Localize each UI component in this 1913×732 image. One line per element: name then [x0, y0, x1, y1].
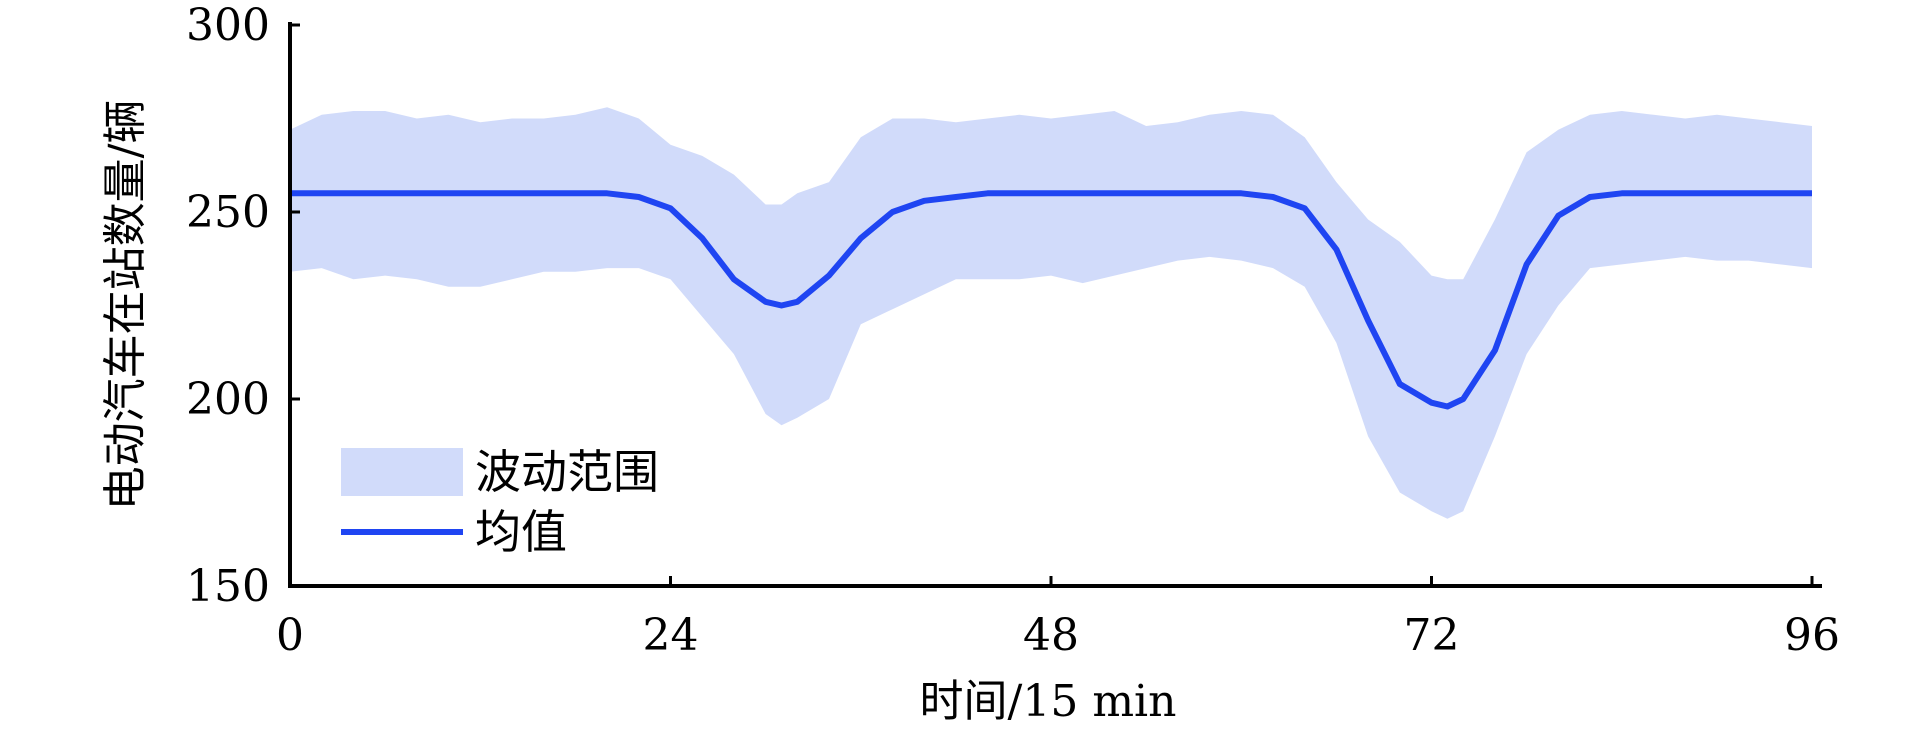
- mean-line: [290, 190, 1812, 410]
- legend-band-label: 波动范围: [475, 445, 659, 499]
- plot-area: [290, 107, 1812, 519]
- x-ticks: 0 24 48 72 96: [276, 576, 1840, 661]
- y-tick-label: 250: [186, 187, 270, 238]
- axes: [288, 22, 1822, 588]
- x-axis-title: 时间/15 min: [920, 676, 1177, 727]
- legend-mean-label: 均值: [475, 505, 567, 559]
- x-tick-label: 0: [276, 610, 304, 661]
- y-ticks: 150 200 250 300: [186, 0, 300, 612]
- x-tick-label: 24: [643, 610, 699, 661]
- x-tick-label: 72: [1404, 610, 1460, 661]
- y-axis-title: 电动汽车在站数量/辆: [100, 100, 151, 511]
- y-tick-label: 200: [186, 374, 270, 425]
- y-tick-label: 150: [186, 561, 270, 612]
- y-tick-label: 300: [186, 0, 270, 51]
- x-tick-label: 96: [1784, 610, 1840, 661]
- x-tick-label: 48: [1023, 610, 1079, 661]
- legend-band-swatch: [341, 448, 463, 496]
- legend: 波动范围 均值: [341, 445, 659, 559]
